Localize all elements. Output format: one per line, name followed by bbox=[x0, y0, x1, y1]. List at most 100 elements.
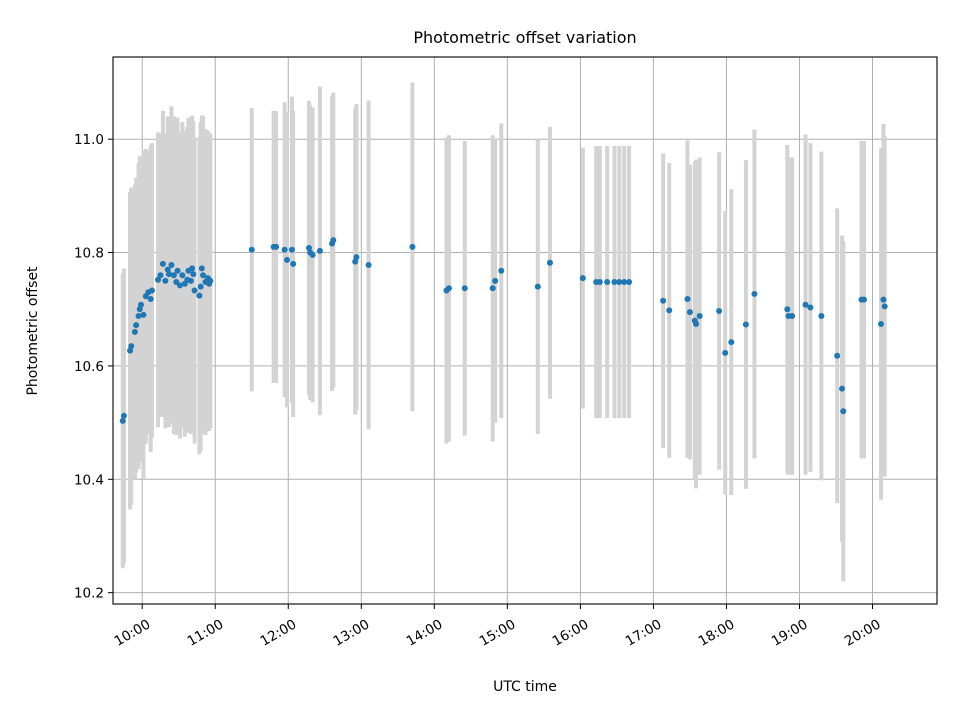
data-point bbox=[352, 258, 359, 265]
y-tick-label: 10.2 bbox=[74, 586, 104, 602]
data-point bbox=[802, 301, 809, 308]
x-tick-label: 14:00 bbox=[404, 616, 446, 649]
data-point bbox=[170, 272, 177, 279]
data-point bbox=[281, 246, 288, 253]
data-point bbox=[596, 279, 603, 286]
data-point bbox=[164, 266, 171, 273]
plot-frame bbox=[112, 56, 938, 605]
data-point bbox=[716, 307, 723, 314]
data-point bbox=[273, 243, 280, 250]
x-tick-label: 18:00 bbox=[696, 616, 738, 649]
data-point bbox=[159, 260, 166, 267]
data-point bbox=[353, 254, 360, 261]
data-point bbox=[148, 287, 155, 294]
data-point bbox=[742, 321, 749, 328]
data-point bbox=[284, 256, 291, 263]
data-point bbox=[728, 339, 735, 346]
data-point bbox=[840, 408, 847, 415]
data-point bbox=[498, 267, 505, 274]
data-point bbox=[461, 285, 468, 292]
data-point bbox=[534, 283, 541, 290]
data-point bbox=[839, 385, 846, 392]
data-point bbox=[137, 301, 144, 308]
data-point bbox=[198, 265, 205, 272]
data-point bbox=[696, 313, 703, 320]
data-point bbox=[445, 285, 452, 292]
data-point bbox=[190, 271, 197, 278]
data-point bbox=[120, 412, 127, 419]
y-axis-label: Photometric offset bbox=[25, 266, 41, 396]
data-point bbox=[693, 320, 700, 327]
data-point bbox=[140, 311, 147, 318]
y-axis: 10.2 10.4 10.6 10.8 11.0 bbox=[74, 132, 113, 602]
data-point bbox=[179, 272, 186, 279]
data-point bbox=[546, 259, 553, 266]
data-point bbox=[330, 237, 337, 244]
data-point bbox=[187, 277, 194, 284]
data-point bbox=[174, 267, 181, 274]
data-point bbox=[305, 245, 312, 252]
x-tick-label: 20:00 bbox=[842, 616, 884, 649]
data-point bbox=[686, 309, 693, 316]
data-point bbox=[128, 343, 135, 350]
data-point bbox=[492, 277, 499, 284]
data-point bbox=[136, 306, 143, 313]
data-point bbox=[409, 243, 416, 250]
data-point bbox=[119, 417, 126, 424]
data-point bbox=[489, 285, 496, 292]
data-point bbox=[818, 313, 825, 320]
data-point bbox=[666, 307, 673, 314]
data-point bbox=[789, 313, 796, 320]
data-point bbox=[248, 246, 255, 253]
data-point bbox=[131, 328, 138, 335]
chart-title: Photometric offset variation bbox=[413, 28, 636, 47]
x-tick-label: 12:00 bbox=[258, 616, 300, 649]
data-point bbox=[157, 272, 164, 279]
data-point bbox=[616, 279, 623, 286]
data-point bbox=[127, 347, 134, 354]
x-tick-label: 17:00 bbox=[623, 616, 665, 649]
data-point bbox=[621, 279, 628, 286]
data-point bbox=[196, 292, 203, 299]
data-point bbox=[834, 352, 841, 359]
data-point bbox=[207, 277, 214, 284]
data-point bbox=[309, 251, 316, 258]
data-point bbox=[189, 265, 196, 272]
data-point bbox=[288, 246, 295, 253]
data-point bbox=[162, 277, 169, 284]
x-tick-label: 19:00 bbox=[769, 616, 811, 649]
x-tick-label: 13:00 bbox=[331, 616, 373, 649]
data-point bbox=[191, 287, 198, 294]
data-point bbox=[807, 304, 814, 311]
y-tick-label: 10.8 bbox=[74, 246, 104, 262]
data-point bbox=[316, 247, 323, 254]
data-point bbox=[147, 296, 154, 303]
data-point bbox=[200, 272, 207, 279]
data-point bbox=[365, 262, 372, 269]
data-point bbox=[168, 262, 175, 269]
data-point bbox=[155, 276, 162, 283]
data-point bbox=[197, 283, 204, 290]
data-point bbox=[176, 282, 183, 289]
y-tick-label: 10.6 bbox=[74, 359, 104, 375]
data-point bbox=[751, 290, 758, 297]
data-point bbox=[878, 320, 885, 327]
x-tick-label: 16:00 bbox=[550, 616, 592, 649]
y-tick-label: 11.0 bbox=[74, 132, 104, 148]
data-point bbox=[604, 279, 611, 286]
data-point bbox=[860, 296, 867, 303]
data-point bbox=[611, 279, 618, 286]
y-tick-label: 10.4 bbox=[74, 472, 104, 488]
data-points bbox=[119, 237, 888, 424]
data-point bbox=[684, 296, 691, 303]
data-point bbox=[784, 306, 791, 313]
data-point bbox=[135, 313, 142, 320]
data-point bbox=[881, 303, 888, 310]
data-point bbox=[579, 275, 586, 282]
data-point bbox=[290, 260, 297, 267]
data-point bbox=[165, 271, 172, 278]
data-point bbox=[722, 349, 729, 356]
x-tick-label: 11:00 bbox=[185, 616, 227, 649]
x-axis-label: UTC time bbox=[493, 679, 557, 695]
